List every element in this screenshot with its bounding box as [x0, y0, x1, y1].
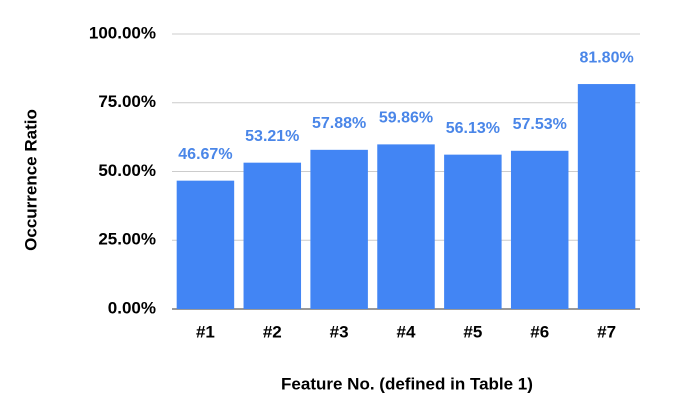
x-tick-label: #6 [530, 322, 549, 341]
y-tick-label: 75.00% [98, 92, 156, 111]
bar [377, 144, 435, 309]
x-tick-label: #1 [196, 322, 215, 341]
value-label: 81.80% [579, 49, 633, 66]
bar [510, 150, 569, 309]
value-label: 56.13% [446, 120, 500, 137]
x-axis-title: Feature No. (defined in Table 1) [281, 374, 533, 393]
y-tick-label: 50.00% [98, 161, 156, 180]
value-label: 57.53% [513, 116, 567, 133]
value-label: 46.67% [178, 146, 232, 163]
x-tick-label: #5 [463, 322, 482, 341]
x-tick-label: #4 [397, 322, 416, 341]
value-label: 57.88% [312, 115, 366, 132]
y-tick-label: 100.00% [89, 23, 156, 42]
y-tick-label: 0.00% [108, 298, 156, 317]
x-tick-label: #2 [263, 322, 282, 341]
x-tick-label: #7 [597, 322, 616, 341]
bar [243, 162, 302, 309]
bar [577, 84, 636, 309]
x-tick-label: #3 [330, 322, 349, 341]
y-tick-label: 25.00% [98, 230, 156, 249]
bar [444, 154, 502, 309]
value-label: 53.21% [245, 128, 299, 145]
value-label: 59.86% [379, 110, 433, 127]
bar [310, 149, 368, 309]
y-axis-title: Occurrence Ratio [21, 109, 40, 251]
bar [176, 180, 235, 309]
